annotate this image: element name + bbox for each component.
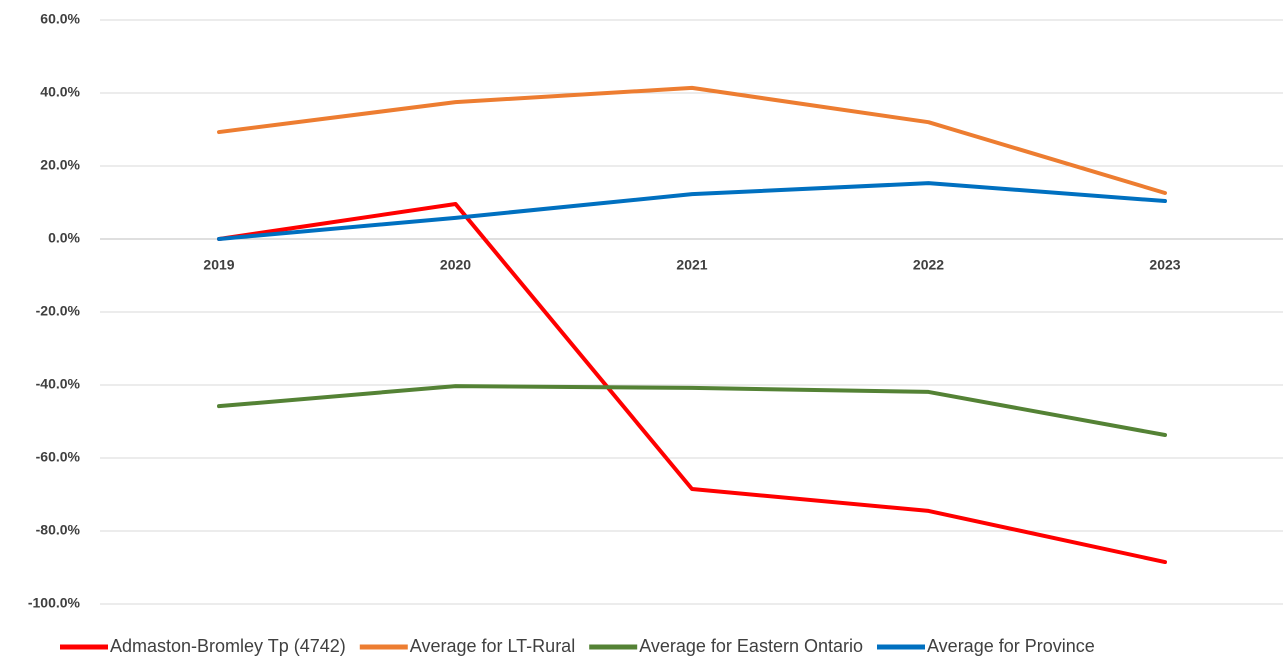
x-tick-label: 2020	[440, 257, 471, 273]
legend-label: Average for LT-Rural	[410, 636, 575, 656]
legend-item: Average for LT-Rural	[359, 636, 575, 656]
legend-item: Admaston-Bromley Tp (4742)	[60, 636, 346, 656]
legend-label: Average for Province	[927, 636, 1095, 656]
x-tick-label: 2022	[913, 257, 944, 273]
legend-item: Average for Eastern Ontario	[589, 636, 863, 656]
y-tick-label: 20.0%	[40, 157, 80, 173]
y-tick-label: -20.0%	[36, 303, 81, 319]
series-line	[217, 85, 1167, 196]
x-tick-label: 2019	[203, 257, 234, 273]
legend-label: Admaston-Bromley Tp (4742)	[110, 636, 346, 656]
legend-item: Average for Province	[877, 636, 1095, 656]
y-tick-label: 60.0%	[40, 11, 80, 27]
y-tick-label: -60.0%	[36, 449, 81, 465]
y-tick-label: 0.0%	[48, 230, 80, 246]
x-tick-label: 2021	[676, 257, 707, 273]
y-tick-label: -40.0%	[36, 376, 81, 392]
x-tick-label: 2023	[1149, 257, 1180, 273]
legend-label: Average for Eastern Ontario	[639, 636, 863, 656]
y-tick-label: -100.0%	[28, 595, 81, 611]
y-tick-label: 40.0%	[40, 84, 80, 100]
series-line	[217, 384, 1167, 438]
series-line	[217, 201, 1167, 565]
series-line	[217, 181, 1167, 241]
y-tick-label: -80.0%	[36, 522, 81, 538]
